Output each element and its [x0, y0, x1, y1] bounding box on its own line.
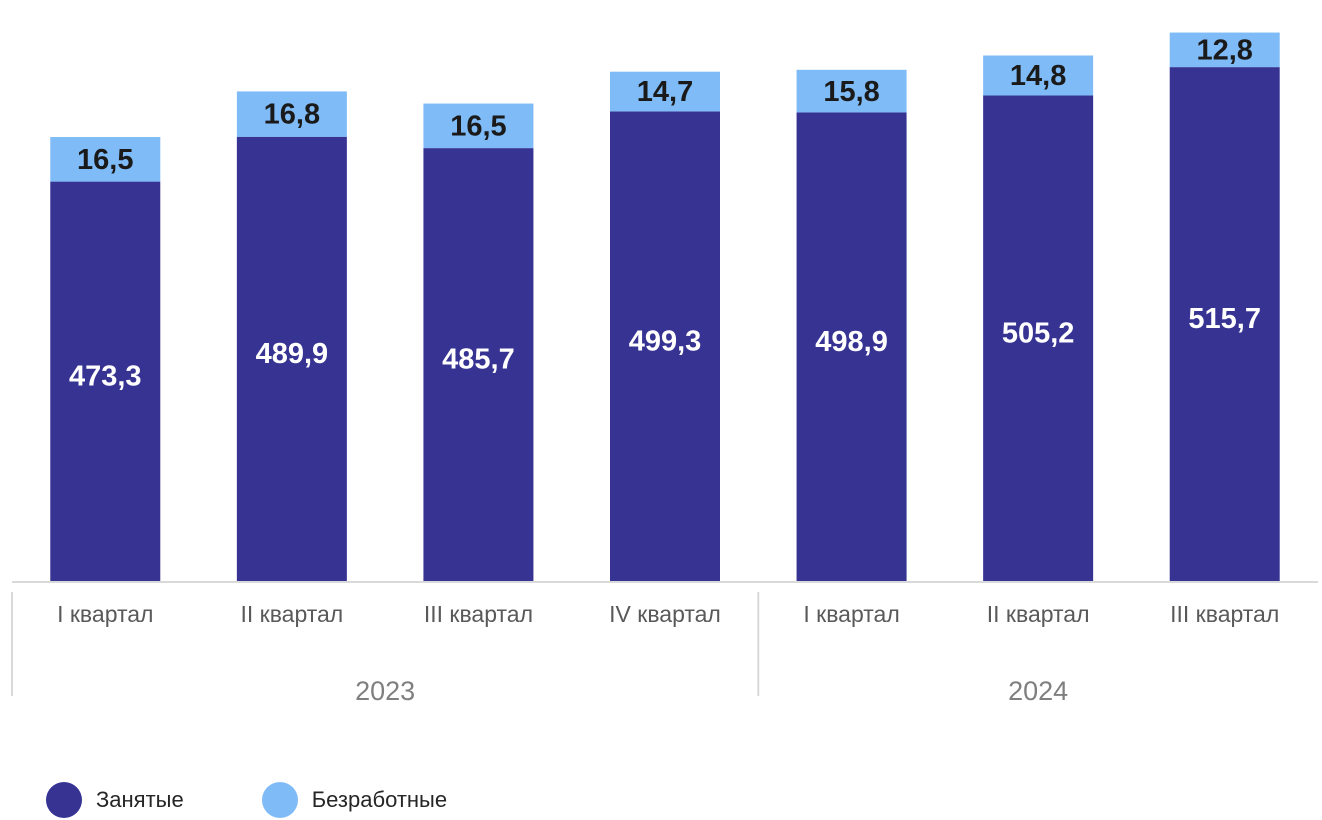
x-tick-label: I квартал — [57, 601, 153, 627]
legend-label-employed: Занятые — [96, 787, 184, 812]
bar-employed — [236, 136, 347, 582]
data-label-employed: 485,7 — [442, 344, 515, 376]
bar-employed — [610, 111, 720, 582]
bar-unemployed — [796, 69, 907, 113]
data-label-employed: 489,9 — [256, 338, 329, 370]
x-tick-label: IV квартал — [609, 601, 721, 627]
bar-employed — [50, 181, 161, 582]
bar-unemployed — [50, 137, 161, 182]
data-label-employed: 499,3 — [629, 325, 702, 357]
legend-swatch-unemployed — [261, 782, 298, 818]
bar-unemployed — [423, 103, 534, 149]
bar-unemployed — [1169, 32, 1280, 68]
data-label-employed: 473,3 — [69, 360, 142, 392]
data-label-employed: 515,7 — [1188, 303, 1261, 335]
x-tick-label: I квартал — [803, 601, 899, 627]
data-label-unemployed: 14,7 — [637, 76, 693, 108]
bar-unemployed — [983, 55, 1094, 96]
data-label-employed: 498,9 — [815, 326, 888, 358]
legend: Занятые Безработные — [46, 780, 525, 820]
bar-unemployed — [610, 71, 720, 112]
bar-unemployed — [236, 91, 347, 137]
data-label-unemployed: 16,8 — [264, 99, 320, 131]
legend-item-unemployed[interactable]: Безработные — [261, 782, 448, 818]
labels-group: 473,3 16,5 489,9 16,8 485,7 16,5 499,3 14,7 498,… — [69, 34, 1261, 392]
x-tick-label: III квартал — [1170, 601, 1279, 627]
bar-employed — [983, 95, 1094, 583]
x-group-label: 2023 — [355, 676, 415, 706]
bar-employed — [423, 148, 534, 583]
legend-swatch-employed — [46, 782, 82, 818]
x-tick-label: II квартал — [987, 601, 1090, 627]
data-label-unemployed: 12,8 — [1196, 34, 1252, 66]
data-label-unemployed: 15,8 — [823, 76, 879, 108]
bar-employed — [796, 112, 907, 582]
x-tick-label: III квартал — [424, 601, 533, 627]
data-label-unemployed: 16,5 — [77, 144, 133, 176]
data-label-employed: 505,2 — [1002, 317, 1075, 349]
data-label-unemployed: 14,8 — [1010, 60, 1066, 92]
x-tick-label: II квартал — [240, 601, 343, 627]
legend-item-employed[interactable]: Занятые — [46, 782, 184, 818]
x-group-label: 2024 — [1008, 676, 1068, 706]
bars-group — [50, 32, 1280, 583]
x-axis: I квартал II квартал III квартал IV квартал… — [11, 581, 1318, 706]
bar-employed — [1169, 67, 1280, 583]
legend-label-unemployed: Безработные — [311, 787, 448, 812]
data-label-unemployed: 16,5 — [450, 110, 506, 142]
